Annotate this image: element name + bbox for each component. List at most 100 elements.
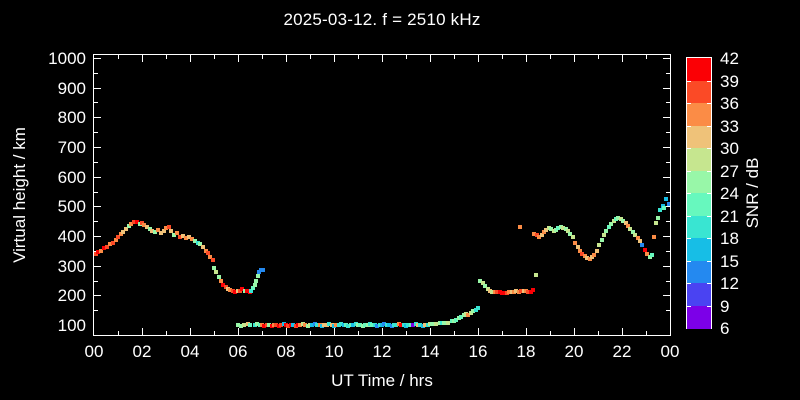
y-tick <box>663 236 670 237</box>
y-tick <box>666 221 670 222</box>
data-point <box>206 251 210 256</box>
colorbar-tick-label: 6 <box>720 319 730 338</box>
data-point <box>186 234 191 239</box>
x-tick <box>406 331 407 335</box>
data-point <box>573 240 578 245</box>
data-point <box>260 323 264 327</box>
colorbar-boundary-tick <box>707 305 711 307</box>
data-point <box>177 235 182 240</box>
data-point <box>356 323 360 327</box>
colorbar-tick-label: 33 <box>720 116 739 136</box>
data-point <box>483 284 488 289</box>
y-tick <box>94 73 98 74</box>
data-point <box>155 228 160 233</box>
data-point <box>348 323 353 327</box>
data-point <box>404 323 408 328</box>
data-point <box>279 323 284 327</box>
data-point <box>430 321 435 326</box>
data-point <box>384 323 389 327</box>
data-point <box>363 323 368 327</box>
x-tick <box>382 328 383 335</box>
data-point <box>526 290 531 295</box>
data-point <box>158 230 163 235</box>
data-point <box>153 229 158 234</box>
x-tick-label: 14 <box>420 342 440 361</box>
data-point <box>437 321 442 326</box>
data-point <box>658 207 663 212</box>
x-tick <box>646 55 647 59</box>
data-point <box>195 241 200 246</box>
data-point <box>245 289 250 294</box>
colorbar-tick-label: 18 <box>720 229 739 248</box>
y-tick <box>94 177 101 178</box>
colorbar-tick-label: 15 <box>720 251 739 271</box>
y-tick <box>94 221 98 222</box>
data-point <box>597 243 602 248</box>
data-point <box>212 266 217 271</box>
y-tick-label: 300 <box>57 256 86 276</box>
data-point <box>531 287 536 292</box>
data-point <box>161 229 166 234</box>
data-point <box>616 216 621 221</box>
data-point <box>382 322 387 327</box>
data-point <box>609 221 614 226</box>
y-tick <box>94 206 101 207</box>
data-point <box>223 285 228 290</box>
data-point <box>504 290 509 295</box>
data-point <box>250 286 255 291</box>
data-point <box>568 231 573 236</box>
y-axis-label: Virtual height / km <box>10 127 29 263</box>
x-tick <box>598 55 599 59</box>
colorbar-block <box>687 80 711 104</box>
data-point <box>336 323 341 327</box>
data-point <box>225 286 230 291</box>
data-point <box>602 233 606 238</box>
x-tick-label: 22 <box>612 342 632 361</box>
data-point <box>242 323 246 327</box>
x-tick <box>646 331 647 335</box>
data-point <box>392 323 396 327</box>
data-point <box>351 323 356 327</box>
data-point <box>293 323 298 328</box>
data-point <box>416 323 420 327</box>
data-point <box>365 323 370 327</box>
y-tick <box>666 310 670 311</box>
data-point <box>216 274 221 279</box>
x-tick <box>166 331 167 335</box>
x-tick <box>190 328 191 335</box>
data-point <box>358 323 363 327</box>
data-point <box>408 323 413 327</box>
y-tick <box>666 251 670 252</box>
data-point <box>518 225 522 230</box>
data-point <box>585 255 590 260</box>
data-point <box>360 323 365 328</box>
data-point <box>556 225 561 230</box>
x-tick-label: 06 <box>228 342 248 361</box>
data-point <box>334 323 339 327</box>
data-point <box>164 226 168 231</box>
data-point <box>327 322 332 327</box>
data-point <box>630 229 635 234</box>
data-point <box>131 220 136 225</box>
data-point <box>532 231 537 236</box>
y-tick <box>94 192 98 193</box>
data-point <box>599 238 604 243</box>
data-point <box>269 323 274 328</box>
data-point <box>645 252 650 257</box>
x-tick <box>334 55 335 62</box>
colorbar-boundary-tick <box>707 215 711 217</box>
colorbar-boundary-tick <box>687 80 691 82</box>
data-point <box>618 216 623 221</box>
data-point <box>473 307 478 312</box>
x-tick <box>382 55 383 62</box>
y-tick-label: 600 <box>57 167 86 187</box>
data-point <box>286 323 291 328</box>
x-tick-label: 00 <box>660 342 680 361</box>
data-point <box>587 256 592 261</box>
data-point <box>633 232 638 237</box>
data-point <box>298 323 303 327</box>
data-point <box>322 323 327 327</box>
data-point <box>264 323 269 327</box>
colorbar-boundary-tick <box>687 170 691 172</box>
